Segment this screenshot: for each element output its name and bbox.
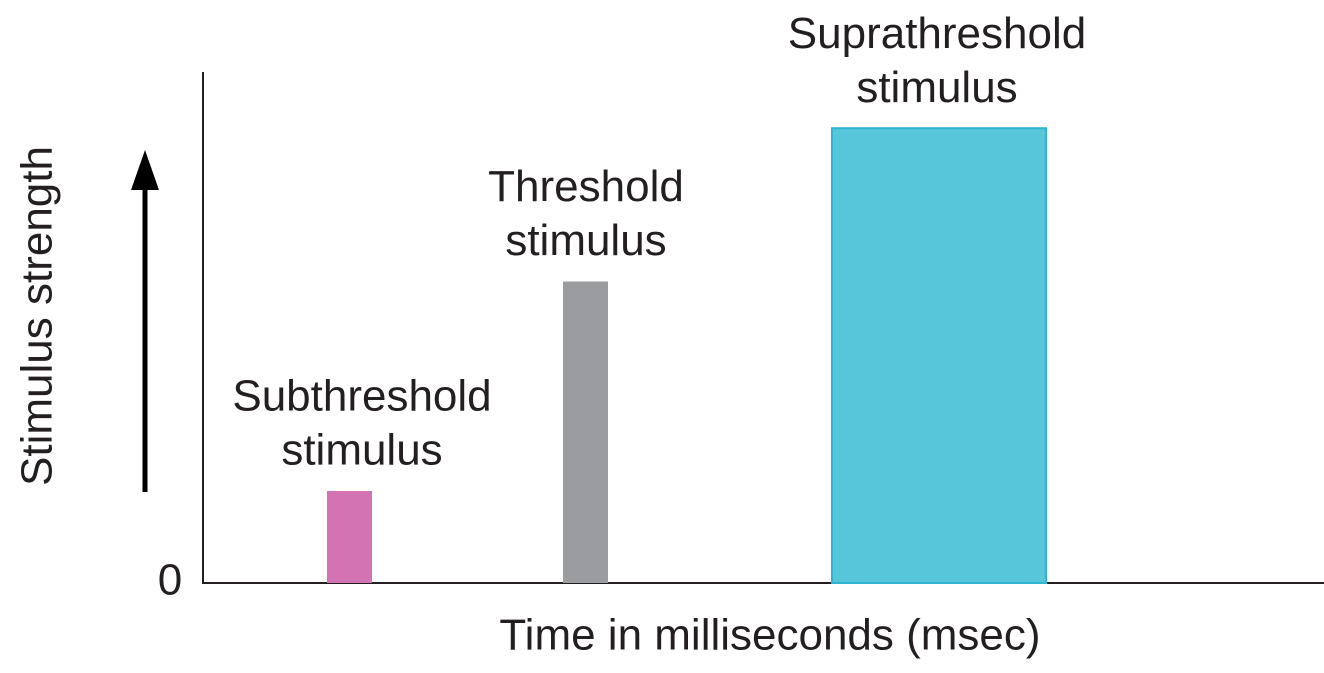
y-axis-label: Stimulus strength <box>13 146 62 486</box>
y-arrow-head <box>131 150 159 190</box>
bar-label: Threshold <box>488 162 684 211</box>
x-axis-label: Time in milliseconds (msec) <box>499 611 1040 660</box>
bar-label: stimulus <box>281 426 442 475</box>
bar <box>327 491 372 583</box>
y-tick-label: 0 <box>158 556 182 605</box>
bar-label: Subthreshold <box>232 372 491 421</box>
bar <box>831 127 1047 585</box>
bar <box>563 281 608 583</box>
bar-label: Suprathreshold <box>788 9 1086 58</box>
bar-label: stimulus <box>505 216 666 265</box>
bar-label: stimulus <box>856 63 1017 112</box>
